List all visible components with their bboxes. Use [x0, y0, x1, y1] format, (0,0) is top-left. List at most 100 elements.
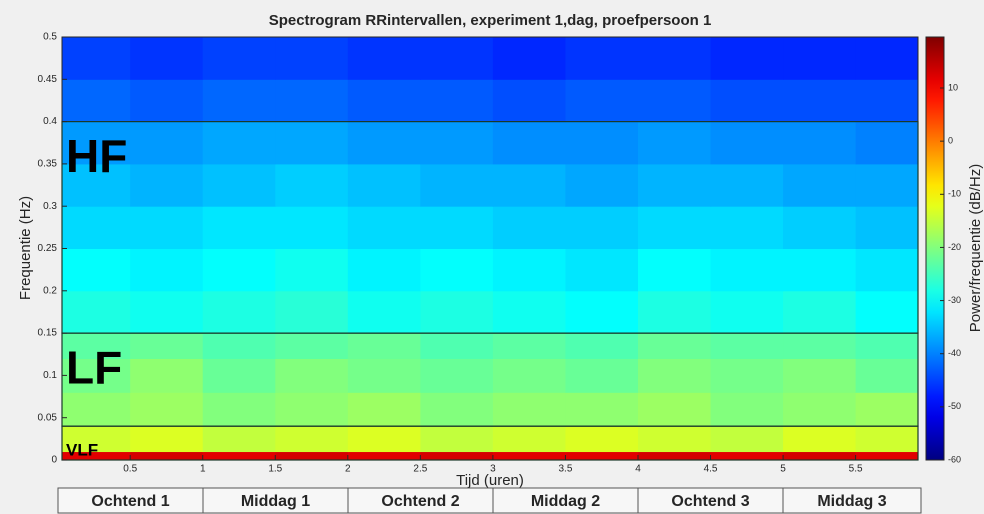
heatmap-cell: [420, 451, 494, 461]
heatmap-cell: [710, 206, 784, 249]
heatmap-cell: [62, 248, 131, 292]
heatmap-cell: [347, 79, 421, 123]
heatmap-cell: [565, 79, 639, 123]
heatmap-cell: [62, 333, 131, 359]
colorbar-tick-label: -40: [948, 348, 961, 358]
colorbar-tick-label: -30: [948, 295, 961, 305]
heatmap-cell: [492, 206, 566, 249]
heatmap-cell: [275, 392, 349, 427]
heatmap-cell: [492, 290, 566, 334]
heatmap-cell: [492, 333, 566, 359]
heatmap-cell: [275, 248, 349, 292]
y-tick-label: 0: [51, 455, 57, 466]
band-label: HF: [66, 130, 127, 182]
heatmap-cell: [130, 163, 204, 207]
heatmap-cell: [637, 426, 712, 453]
heatmap-cell: [783, 37, 857, 80]
heatmap-cell: [565, 426, 639, 453]
heatmap-cell: [130, 451, 204, 461]
y-tick-label: 0.35: [38, 159, 58, 170]
heatmap-cell: [855, 163, 919, 207]
heatmap-cell: [62, 79, 131, 123]
y-tick-label: 0.25: [38, 243, 58, 254]
heatmap-cell: [565, 163, 639, 207]
segment-box: [782, 487, 922, 514]
y-tick-label: 0.5: [43, 32, 57, 43]
heatmap-cell: [783, 248, 857, 292]
heatmap-cell: [420, 37, 494, 80]
heatmap-cell: [420, 163, 494, 207]
x-tick-label: 1.5: [268, 464, 282, 475]
heatmap-cell: [347, 333, 421, 359]
heatmap-cell: [202, 79, 276, 123]
heatmap-cell: [202, 358, 276, 393]
colorbar-tick-label: -20: [948, 242, 961, 252]
heatmap-cell: [783, 358, 857, 393]
heatmap-cell: [710, 333, 784, 359]
heatmap-cell: [637, 358, 712, 393]
heatmap-cell: [347, 451, 421, 461]
heatmap-cell: [130, 206, 204, 249]
heatmap-cell: [565, 333, 639, 359]
band-box: [61, 120, 919, 334]
heatmap-cell: [637, 392, 712, 427]
heatmap-cell: [710, 358, 784, 393]
heatmap-cell: [275, 358, 349, 393]
heatmap-cell: [855, 37, 919, 80]
y-tick-label: 0.15: [38, 328, 58, 339]
heatmap-cell: [783, 392, 857, 427]
heatmap-cell: [855, 248, 919, 292]
x-tick-label: 4.5: [704, 464, 718, 475]
band-label: LF: [66, 341, 122, 393]
heatmap-cell: [275, 333, 349, 359]
y-tick-label: 0.2: [43, 285, 57, 296]
heatmap-cell: [347, 163, 421, 207]
heatmap-cell: [420, 206, 494, 249]
heatmap-cell: [855, 333, 919, 359]
heatmap-cell: [783, 121, 857, 165]
heatmap-cell: [62, 206, 131, 249]
heatmap-cell: [637, 290, 712, 334]
heatmap-cell: [130, 426, 204, 453]
segment-label: Middag 2: [531, 493, 600, 510]
x-tick-label: 2.5: [413, 464, 427, 475]
heatmap-cell: [275, 163, 349, 207]
heatmap-cell: [130, 37, 204, 80]
heatmap-cell: [855, 392, 919, 427]
segment-box: [637, 487, 784, 514]
heatmap-cell: [783, 333, 857, 359]
heatmap-cell: [855, 290, 919, 334]
colorbar: [925, 36, 945, 461]
heatmap-cell: [710, 392, 784, 427]
heatmap-cell: [710, 79, 784, 123]
heatmap-cell: [565, 248, 639, 292]
heatmap-cell: [710, 163, 784, 207]
chart-title: Spectrogram RRintervallen, experiment 1,…: [269, 12, 712, 29]
heatmap-cell: [275, 426, 349, 453]
y-tick-label: 0.1: [43, 370, 57, 381]
colorbar-tick-label: -60: [948, 454, 961, 464]
heatmap-cell: [783, 163, 857, 207]
heatmap-cell: [347, 206, 421, 249]
y-tick-label: 0.45: [38, 74, 58, 85]
heatmap-cell: [492, 163, 566, 207]
heatmap-cell: [710, 451, 784, 461]
heatmap-cell: [492, 248, 566, 292]
heatmap-cell: [565, 37, 639, 80]
heatmap-cell: [202, 248, 276, 292]
heatmap-cell: [637, 451, 712, 461]
heatmap-cell: [62, 451, 131, 461]
heatmap-cell: [420, 290, 494, 334]
heatmap-cell: [420, 79, 494, 123]
segment-label: Middag 1: [241, 493, 310, 510]
heatmap-cell: [420, 426, 494, 453]
heatmap-cell: [637, 79, 712, 123]
heatmap-cell: [275, 206, 349, 249]
heatmap-cell: [855, 79, 919, 123]
x-tick-label: 0.5: [123, 464, 137, 475]
heatmap-cell: [492, 392, 566, 427]
heatmap-cell: [783, 206, 857, 249]
heatmap-cell: [710, 121, 784, 165]
heatmap-cell: [420, 248, 494, 292]
